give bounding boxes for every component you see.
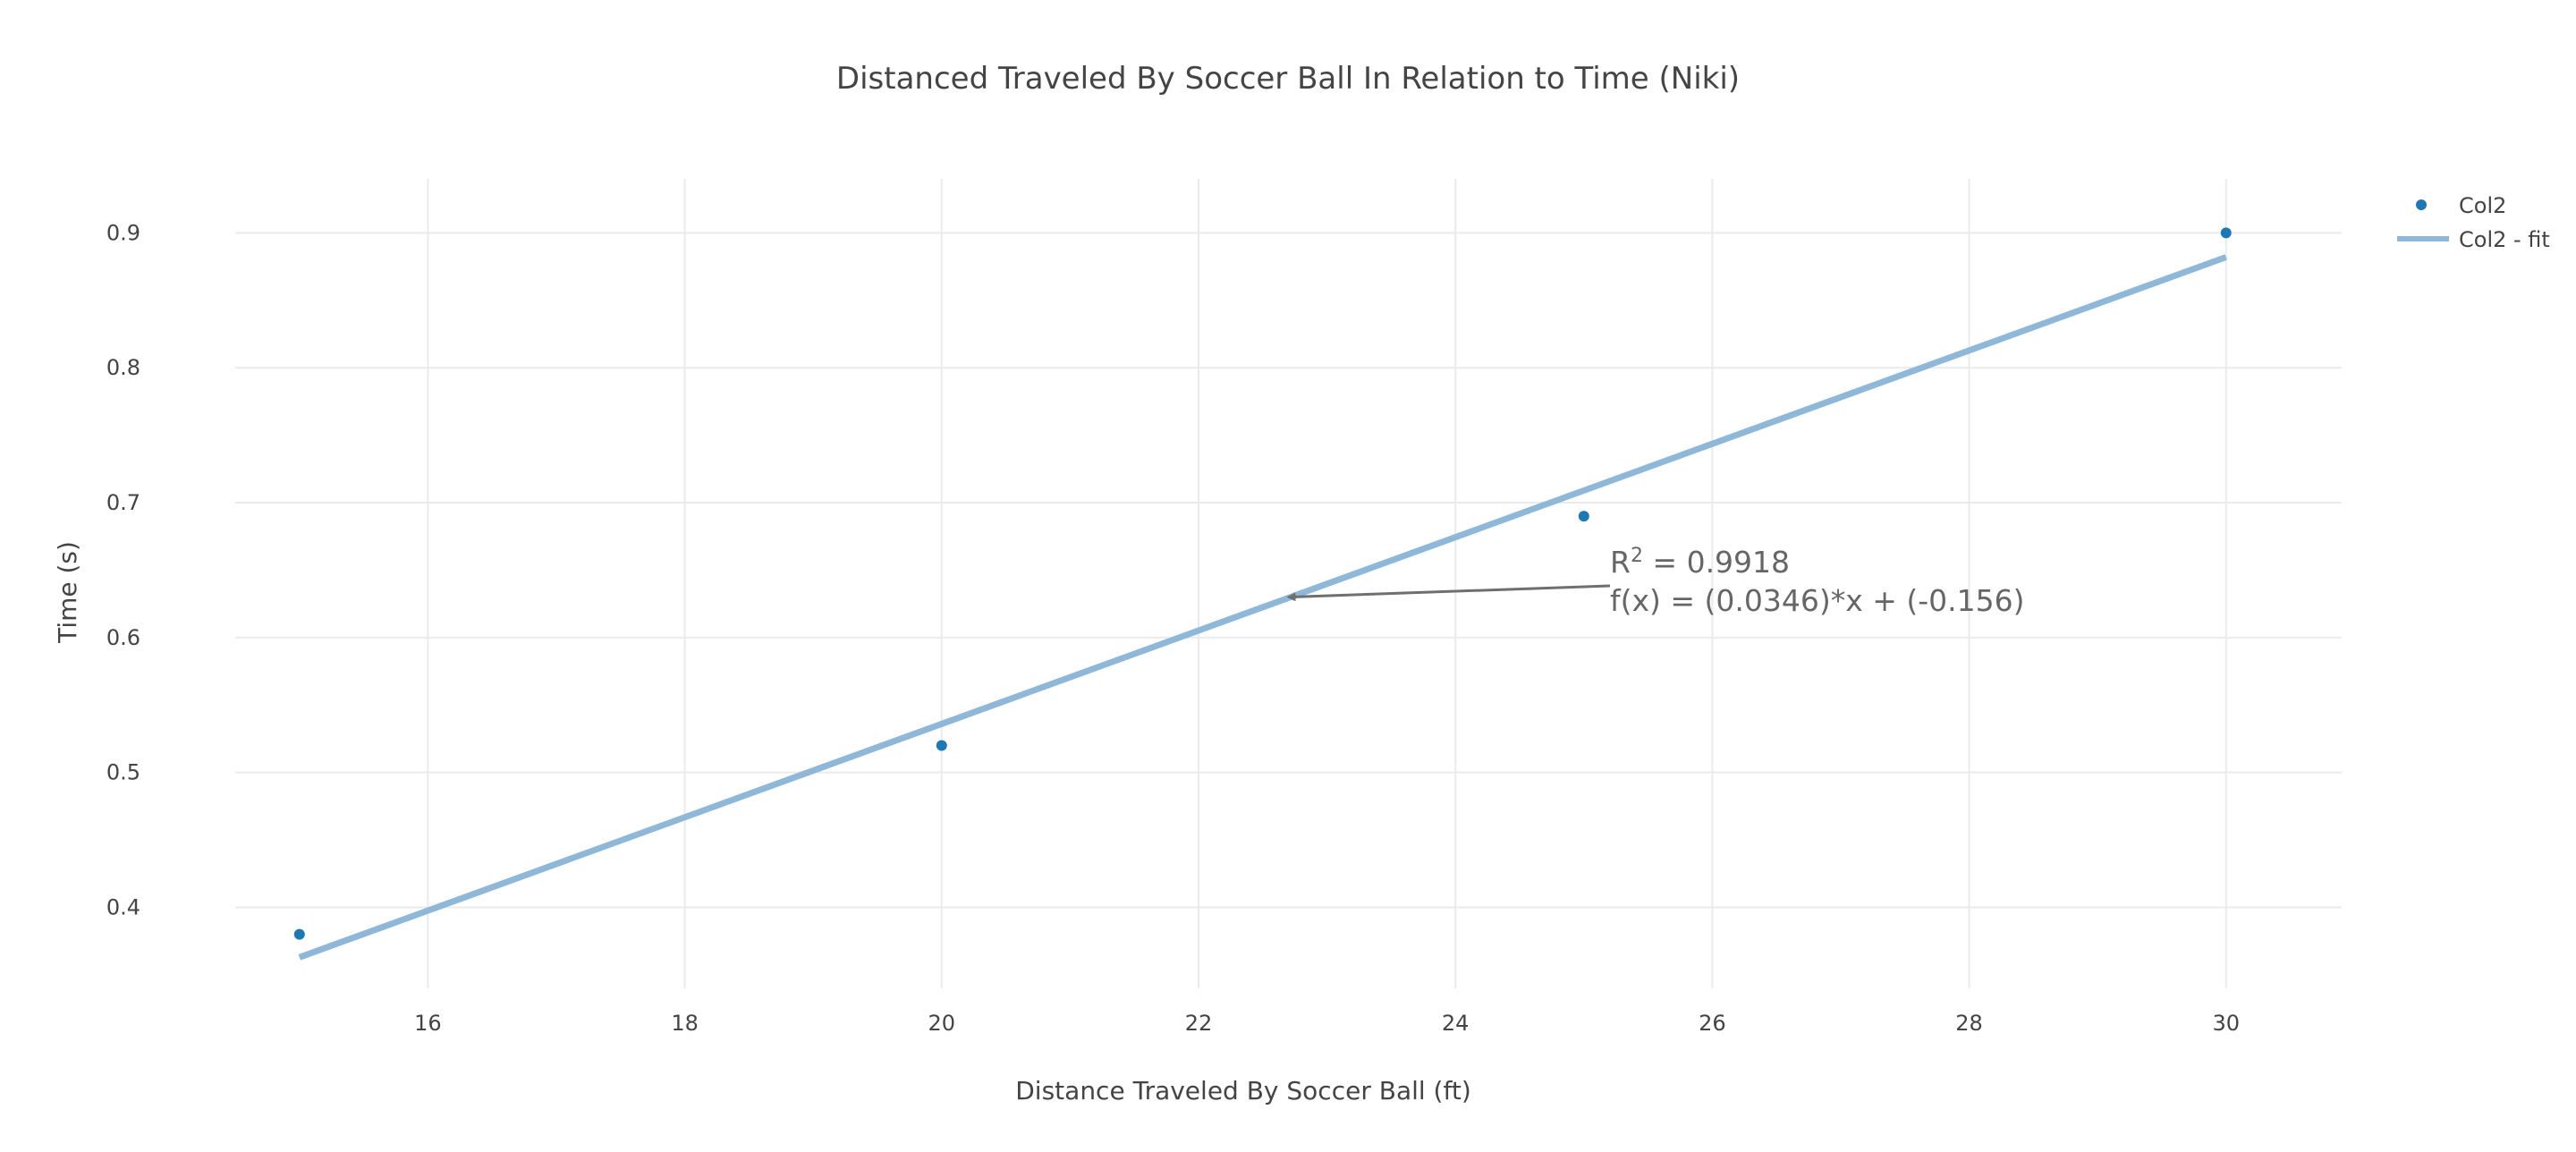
x-axis-title: Distance Traveled By Soccer Ball (ft) xyxy=(1015,1076,1471,1105)
x-tick-label: 22 xyxy=(1185,1011,1213,1036)
y-tick-label: 0.6 xyxy=(106,625,140,650)
data-point xyxy=(936,740,947,751)
data-point xyxy=(1578,511,1589,522)
legend: Col2 Col2 - fit xyxy=(2397,193,2550,252)
y-tick-label: 0.5 xyxy=(106,760,140,785)
annotation-layer: R2 = 0.9918 f(x) = (0.0346)*x + (-0.156) xyxy=(1286,545,2025,618)
y-tick-label: 0.7 xyxy=(106,490,140,515)
annotation-arrow xyxy=(1286,584,1611,602)
x-tick-label: 28 xyxy=(1955,1011,1983,1036)
legend-label-col2: Col2 xyxy=(2459,193,2506,218)
annotation-equation: f(x) = (0.0346)*x + (-0.156) xyxy=(1610,583,2025,618)
x-tick-label: 26 xyxy=(1699,1011,1726,1036)
chart-title: Distanced Traveled By Soccer Ball In Rel… xyxy=(836,61,1740,97)
annotation-r2: R2 = 0.9918 xyxy=(1610,545,1790,580)
y-tick-label: 0.8 xyxy=(106,355,140,380)
y-tick-label: 0.4 xyxy=(106,895,140,920)
y-axis-title: Time (s) xyxy=(53,541,82,644)
grid-layer xyxy=(235,179,2342,988)
x-tick-label: 20 xyxy=(928,1011,956,1036)
series-layer xyxy=(293,227,2232,961)
annotation-r2-prefix: R xyxy=(1610,545,1631,580)
fit-line xyxy=(298,254,2227,961)
x-tick-label: 18 xyxy=(671,1011,699,1036)
data-point xyxy=(2220,227,2232,239)
legend-label-col2-fit: Col2 - fit xyxy=(2459,227,2550,252)
y-tick-label: 0.9 xyxy=(106,220,140,245)
legend-marker-col2 xyxy=(2416,199,2427,210)
data-point xyxy=(293,928,305,940)
x-tick-label: 30 xyxy=(2212,1011,2240,1036)
x-tick-label: 16 xyxy=(414,1011,442,1036)
axes-layer: 16 18 20 22 24 26 28 30 0.4 0.5 0.6 0.7 0.8 0.9 xyxy=(106,220,2240,1036)
annotation-r2-sup: 2 xyxy=(1631,545,1643,567)
annotation-r2-value: = 0.9918 xyxy=(1643,545,1790,580)
x-tick-label: 24 xyxy=(1442,1011,1470,1036)
